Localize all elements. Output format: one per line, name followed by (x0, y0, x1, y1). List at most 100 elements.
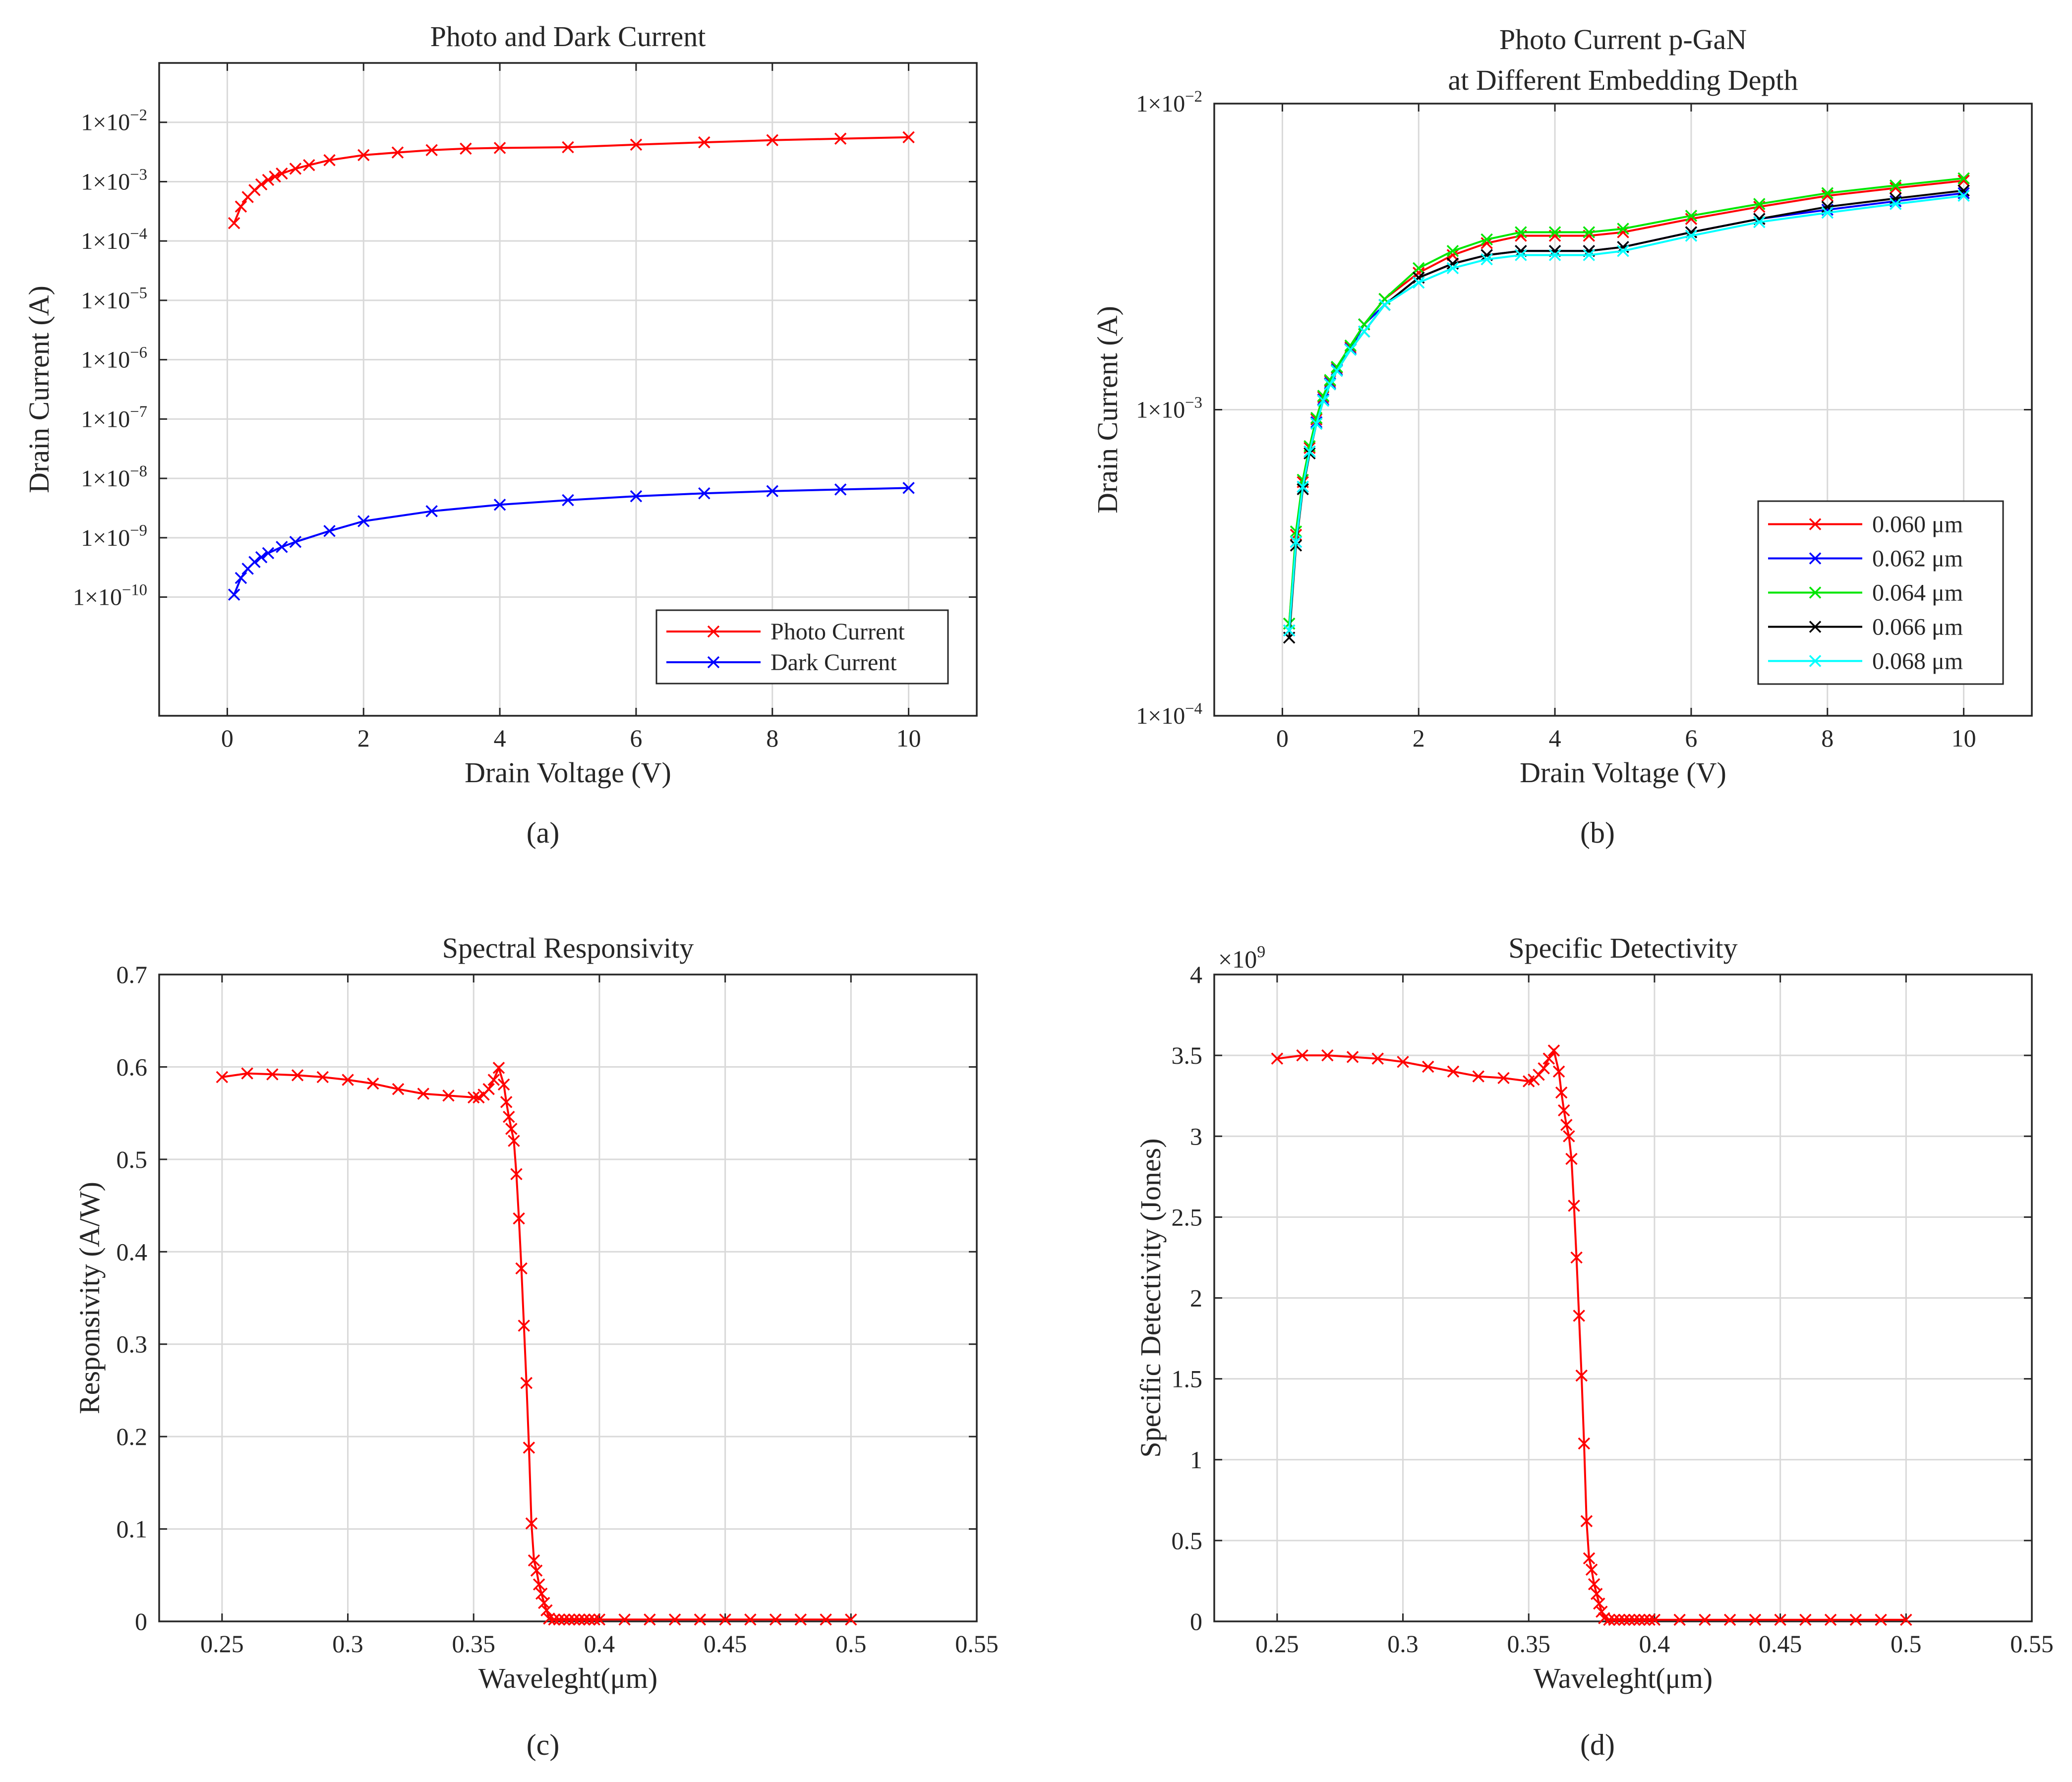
data-point (1849, 1613, 1862, 1626)
data-point (1552, 1065, 1565, 1078)
data-point (766, 134, 778, 147)
data-point (525, 1517, 538, 1530)
x-tick-label: 0 (221, 724, 234, 752)
x-tick-label: 10 (1952, 724, 1976, 752)
data-point (618, 1613, 631, 1626)
y-tick-label-base: 1×10 (1136, 91, 1185, 117)
data-point (630, 138, 643, 151)
data-point (500, 1096, 513, 1108)
series-0 (1271, 1044, 1912, 1626)
data-point (578, 1613, 591, 1626)
data-point (255, 178, 268, 191)
data-point (902, 131, 915, 144)
data-point (766, 485, 778, 498)
data-point (698, 136, 710, 149)
data-point (1515, 226, 1527, 238)
x-tick-label: 0.25 (1255, 1630, 1299, 1658)
data-point (1538, 1062, 1550, 1075)
data-point (1480, 233, 1493, 246)
y-tick-label-exp: −8 (130, 462, 147, 480)
x-tick-label: 4 (1549, 724, 1561, 752)
data-point (1633, 1613, 1646, 1626)
y-tick-label-base: 1×10 (81, 228, 130, 254)
data-point (276, 167, 288, 180)
y-tick-label: 1×10−6 (81, 344, 147, 373)
data-point (1371, 1052, 1384, 1065)
data-point (528, 1554, 540, 1567)
y-tick-label-exp: −10 (122, 581, 147, 599)
legend-label: 0.066 μm (1872, 614, 1963, 640)
data-point (520, 1377, 533, 1389)
data-point (1580, 1515, 1593, 1527)
data-point (497, 1078, 510, 1091)
data-point (668, 1613, 681, 1626)
data-point (1774, 1613, 1786, 1626)
data-point (367, 1077, 379, 1090)
x-axis-label: Waveleght(μm) (478, 1662, 657, 1694)
y-tick-label: 3 (1190, 1122, 1202, 1150)
data-point (487, 1074, 500, 1086)
data-point (1570, 1251, 1583, 1264)
data-point (1324, 378, 1336, 391)
legend-marker (1809, 518, 1822, 530)
data-point (1331, 364, 1343, 377)
data-point (1699, 1613, 1711, 1626)
data-point (515, 1262, 528, 1275)
y-tick-label: 1×10−4 (1136, 700, 1202, 729)
data-point (1422, 1060, 1434, 1073)
data-point (1824, 1613, 1837, 1626)
data-point (1565, 1152, 1578, 1165)
y-tick-label-exp: −5 (130, 285, 147, 302)
data-point (1317, 395, 1330, 407)
y-tick-label: 1×10−8 (81, 462, 147, 492)
y-tick-label-base: 1×10 (81, 465, 130, 492)
data-point (241, 1067, 253, 1080)
y-tick-label-base: 1×10 (73, 584, 122, 611)
data-point (568, 1613, 581, 1626)
data-point (1648, 1613, 1661, 1626)
data-point (508, 1135, 520, 1147)
y-tick-label: 1×10−3 (81, 166, 147, 195)
data-point (1583, 226, 1596, 238)
data-point (744, 1613, 757, 1626)
axes-box (158, 62, 978, 717)
x-axis-label: Drain Voltage (V) (1520, 756, 1726, 789)
grid (159, 63, 977, 716)
data-point (303, 159, 315, 172)
x-tick-label: 0 (1276, 724, 1289, 752)
data-point (533, 1578, 545, 1591)
y-tick-label: 2.5 (1172, 1203, 1203, 1231)
data-point (357, 515, 370, 527)
data-point (1753, 216, 1766, 229)
chart-d: 0.25 0.3 0.35 0.4 0.45 0.5 0.55 0 0.5 1 1.5 2 2.5 3 3.… (1134, 932, 2054, 1761)
data-point (1685, 230, 1698, 242)
data-point (1563, 1130, 1575, 1143)
legend-marker (1809, 552, 1822, 565)
series-0 (216, 1062, 857, 1626)
data-point (1799, 1613, 1812, 1626)
data-point (1344, 344, 1357, 356)
y-tick-label-exp: −2 (130, 107, 147, 124)
data-point (1358, 325, 1370, 338)
data-point (1590, 1588, 1603, 1600)
y-tick-label: 1×10−2 (1136, 88, 1202, 117)
x-tick-label: 0.45 (1759, 1630, 1802, 1658)
data-point (538, 1597, 550, 1609)
data-point (276, 541, 288, 553)
data-point (1593, 1597, 1605, 1610)
x-tick-label: 0.4 (584, 1630, 615, 1658)
data-point (323, 524, 336, 537)
panel-label: (d) (1580, 1728, 1615, 1761)
data-point (1573, 1310, 1585, 1322)
data-point (530, 1564, 543, 1577)
data-point (1585, 1563, 1598, 1576)
data-point (535, 1587, 548, 1600)
y-tick-label: 3.5 (1172, 1041, 1203, 1069)
data-point (1397, 1055, 1409, 1068)
data-point (1617, 223, 1629, 235)
x-axis-label: Drain Voltage (V) (465, 756, 671, 789)
y-tick-label-exp: −9 (130, 522, 147, 540)
y-tick-label: 1×10−2 (81, 107, 147, 136)
data-point (1497, 1072, 1510, 1085)
data-point (391, 146, 404, 159)
